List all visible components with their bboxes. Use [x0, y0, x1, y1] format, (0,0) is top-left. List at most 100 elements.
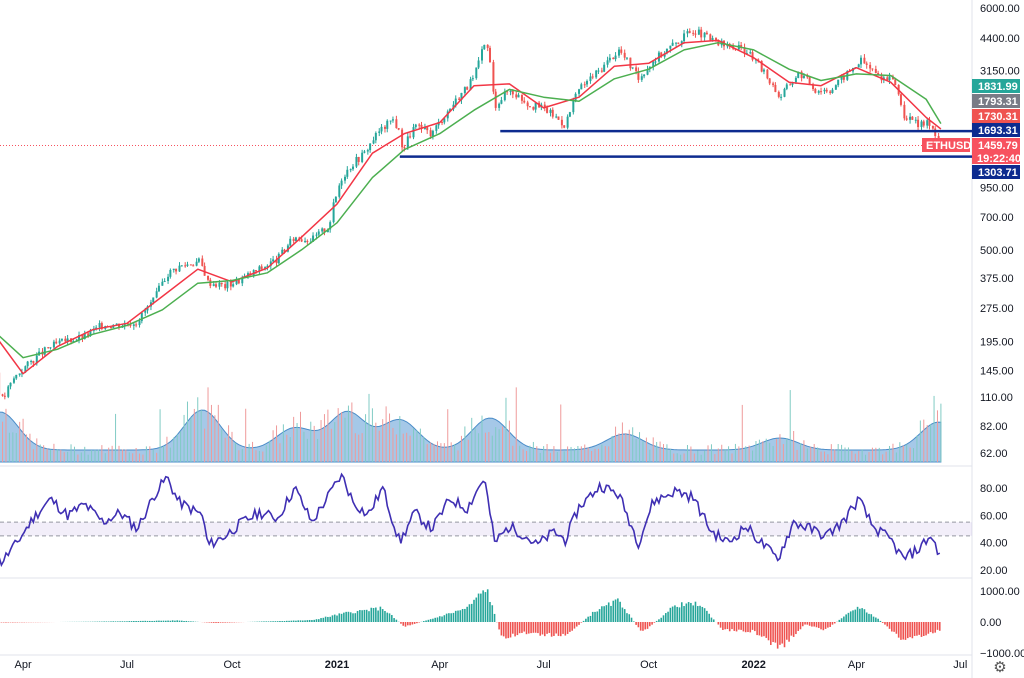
candle-body	[671, 42, 674, 46]
candle-body	[26, 361, 29, 367]
candle-body	[555, 116, 558, 118]
candle-body	[123, 323, 126, 327]
candle-body	[692, 32, 695, 34]
candle-body	[241, 278, 244, 284]
candle-body	[700, 29, 703, 38]
price-tick-label: 3150.00	[980, 66, 1020, 78]
candle-body	[911, 116, 914, 120]
time-tick-label: Jul	[537, 659, 551, 671]
candle-body	[326, 229, 329, 233]
candle-body	[589, 76, 592, 82]
price-tick-label: 195.00	[980, 336, 1014, 348]
candle-body	[420, 124, 423, 130]
candle-body	[751, 52, 754, 60]
candle-body	[449, 109, 452, 112]
candle-body	[395, 119, 398, 129]
candle-body	[586, 81, 589, 85]
candle-body	[315, 234, 318, 236]
rsi-panel[interactable]	[0, 472, 972, 568]
candle-body	[229, 281, 232, 287]
candle-body	[43, 347, 46, 355]
candle-body	[572, 101, 575, 113]
candle-body	[403, 147, 406, 149]
candle-body	[926, 120, 929, 126]
candle-body	[909, 116, 912, 120]
rsi-tick-label: 80.00	[980, 483, 1008, 495]
price-tag	[972, 138, 1020, 152]
candle-body	[534, 102, 537, 110]
candle-body	[578, 89, 581, 94]
candle-body	[749, 52, 752, 54]
candle-body	[81, 334, 84, 340]
candle-body	[608, 57, 611, 61]
rsi-line	[0, 472, 941, 568]
candle-body	[597, 70, 600, 72]
candle-body	[905, 118, 908, 120]
candle-body	[66, 338, 69, 342]
candle-body	[812, 84, 815, 90]
candle-body	[98, 323, 101, 328]
price-tick-label: 4400.00	[980, 33, 1020, 45]
candle-body	[161, 281, 164, 286]
candle-body	[774, 84, 777, 92]
candle-body	[600, 70, 603, 72]
price-tick-label: 700.00	[980, 212, 1014, 224]
candle-body	[178, 265, 181, 272]
price-tag-label: 1793.31	[978, 96, 1018, 108]
candle-body	[441, 122, 444, 124]
candle-body	[494, 91, 497, 108]
price-tick-label: 275.00	[980, 303, 1014, 315]
candle-body	[663, 53, 666, 57]
candle-body	[791, 82, 794, 85]
candle-body	[266, 265, 269, 267]
candle-body	[184, 265, 187, 267]
price-tick-label: 375.00	[980, 273, 1014, 285]
candle-body	[30, 360, 33, 362]
time-tick-label: Oct	[640, 659, 657, 671]
candle-body	[483, 44, 486, 50]
candle-body	[152, 297, 155, 303]
price-axis: 6000.004400.003150.001350.00950.00700.00…	[980, 3, 1024, 660]
price-tick-label: 82.00	[980, 421, 1008, 433]
time-tick-label: 2021	[325, 659, 349, 671]
oscillator-panel[interactable]	[0, 589, 941, 649]
candle-body	[175, 268, 178, 272]
candle-body	[409, 136, 412, 138]
candle-body	[899, 94, 902, 105]
candle-body	[197, 258, 200, 262]
candle-body	[272, 259, 275, 262]
price-tick-label: 145.00	[980, 365, 1014, 377]
candle-body	[189, 264, 192, 266]
candle-body	[871, 68, 874, 70]
candle-body	[89, 330, 92, 336]
candle-body	[412, 127, 415, 138]
candle-body	[9, 382, 12, 387]
price-panel[interactable]	[0, 26, 972, 400]
candle-body	[486, 44, 489, 48]
candle-body	[591, 76, 594, 78]
candle-body	[55, 341, 58, 344]
time-tick-label: Jul	[953, 659, 967, 671]
candle-body	[471, 78, 474, 80]
candle-body	[665, 48, 668, 54]
candle-body	[401, 129, 404, 148]
candle-body	[768, 78, 771, 84]
candle-body	[551, 109, 554, 117]
candle-body	[869, 64, 872, 69]
time-tick-label: Apr	[15, 659, 32, 671]
gear-icon[interactable]: ⚙	[993, 658, 1007, 676]
countdown-label: 19:22:40	[977, 153, 1021, 165]
candle-body	[369, 143, 372, 151]
price-tag-label: 1303.71	[978, 167, 1018, 179]
candle-body	[383, 126, 386, 129]
candle-body	[140, 312, 143, 322]
oscillator-tick-label: 1000.00	[980, 586, 1020, 598]
candle-body	[711, 38, 714, 41]
candle-body	[829, 91, 832, 93]
candle-body	[127, 323, 130, 325]
candle-body	[766, 69, 769, 79]
candle-body	[520, 94, 523, 101]
time-tick-label: Jul	[120, 659, 134, 671]
candle-body	[863, 57, 866, 64]
